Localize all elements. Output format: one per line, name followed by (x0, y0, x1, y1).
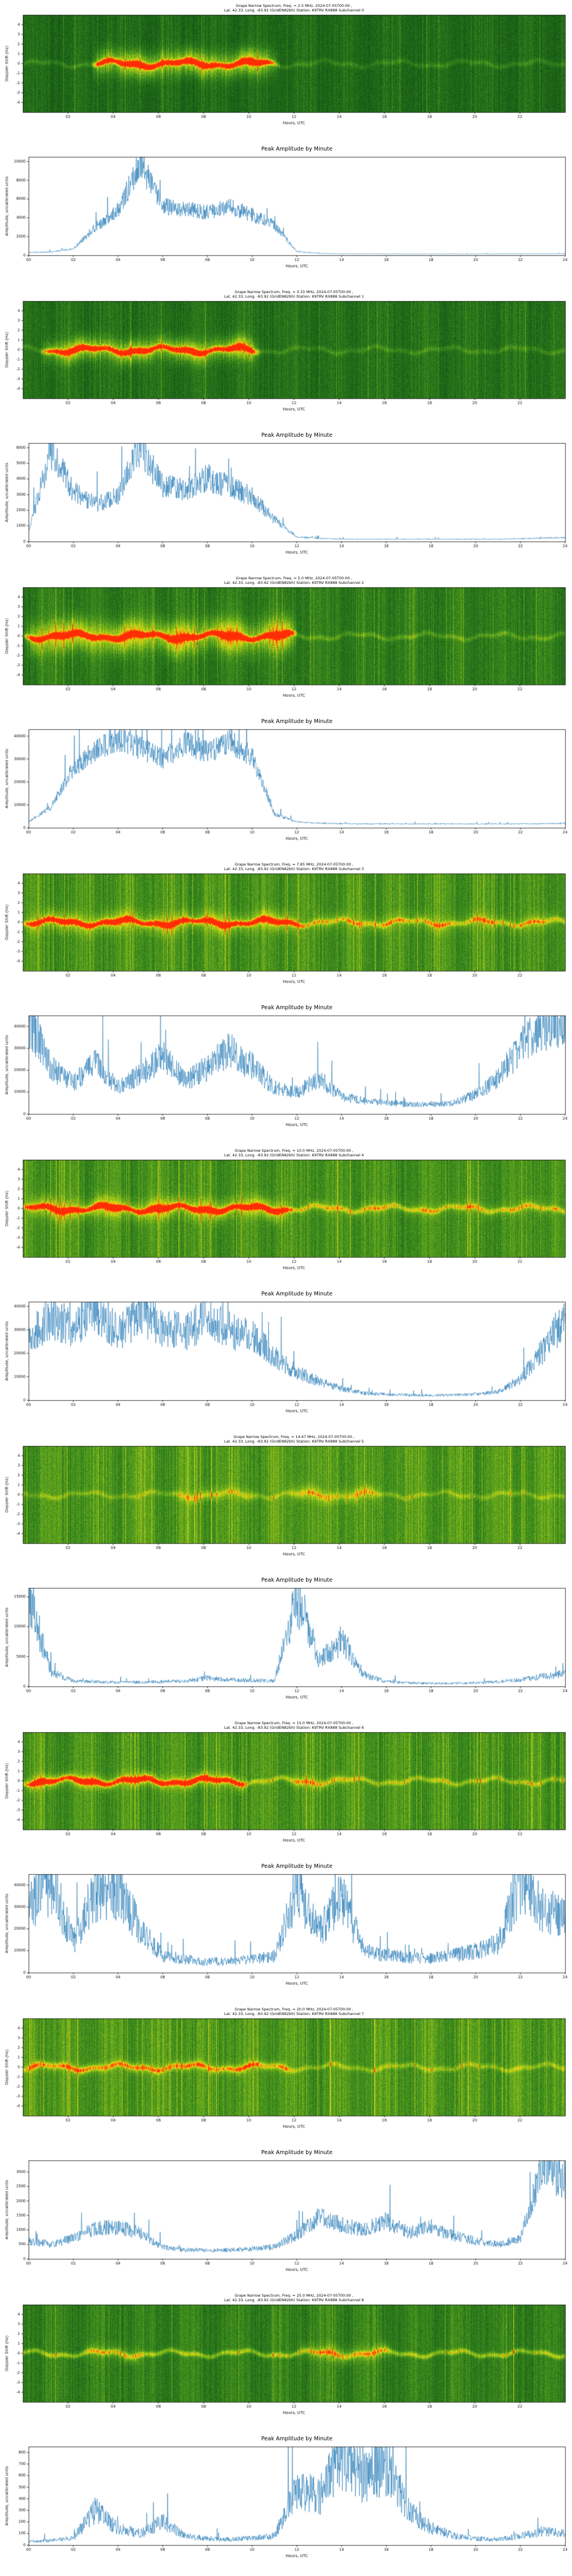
subchannel-section: Grape Narrow Spectrum, Freq. = 3.33 MHz,… (0, 286, 572, 572)
subchannel-section: Grape Narrow Spectrum, Freq. = 10.0 MHz,… (0, 1145, 572, 1431)
spectrogram-figure: Grape Narrow Spectrum, Freq. = 3.33 MHz,… (0, 286, 572, 429)
amplitude-chart-title: Peak Amplitude by Minute (261, 2150, 333, 2156)
amplitude-figure: Peak Amplitude by Minute (0, 1002, 572, 1145)
amplitude-canvas (0, 429, 572, 572)
spectrogram-canvas (0, 2004, 572, 2147)
spectrogram-title-line1: Grape Narrow Spectrum, Freq. = 20.0 MHz,… (235, 2007, 353, 2012)
subchannel-section: Grape Narrow Spectrum, Freq. = 2.5 MHz, … (0, 0, 572, 286)
amplitude-figure: Peak Amplitude by Minute (0, 429, 572, 572)
spectrogram-canvas (0, 572, 572, 716)
amplitude-chart-title: Peak Amplitude by Minute (261, 1291, 333, 1297)
subchannel-section: Grape Narrow Spectrum, Freq. = 20.0 MHz,… (0, 2004, 572, 2290)
spectrogram-title: Grape Narrow Spectrum, Freq. = 2.5 MHz, … (23, 3, 565, 13)
amplitude-canvas (0, 1288, 572, 1431)
amplitude-figure: Peak Amplitude by Minute (0, 1288, 572, 1431)
spectrogram-canvas (0, 1717, 572, 1860)
amplitude-chart-title: Peak Amplitude by Minute (261, 1577, 333, 1583)
spectrogram-title-line2: Lat. 42.33, Long. -83.92 (GridEN82bh) St… (224, 2012, 364, 2017)
amplitude-canvas (0, 2147, 572, 2290)
spectrogram-figure: Grape Narrow Spectrum, Freq. = 14.67 MHz… (0, 1431, 572, 1574)
amplitude-canvas (0, 1574, 572, 1717)
spectrogram-canvas (0, 2290, 572, 2433)
subchannel-section: Grape Narrow Spectrum, Freq. = 14.67 MHz… (0, 1431, 572, 1717)
spectrogram-title: Grape Narrow Spectrum, Freq. = 5.0 MHz, … (23, 576, 565, 586)
spectrogram-title-line1: Grape Narrow Spectrum, Freq. = 2.5 MHz, … (236, 3, 352, 8)
spectrogram-title-line2: Lat. 42.33, Long. -83.92 (GridEN82bh) St… (224, 1153, 364, 1158)
spectrogram-title-line1: Grape Narrow Spectrum, Freq. = 15.0 MHz,… (235, 1721, 353, 1725)
amplitude-canvas (0, 1002, 572, 1145)
spectrogram-title-line2: Lat. 42.33, Long. -83.92 (GridEN82bh) St… (224, 1725, 364, 1730)
subchannel-section: Grape Narrow Spectrum, Freq. = 7.85 MHz,… (0, 859, 572, 1145)
amplitude-figure: Peak Amplitude by Minute (0, 2147, 572, 2290)
spectrogram-title: Grape Narrow Spectrum, Freq. = 15.0 MHz,… (23, 1721, 565, 1730)
spectrogram-title-line2: Lat. 42.33, Long. -83.92 (GridEN82bh) St… (224, 8, 364, 13)
spectrogram-title-line1: Grape Narrow Spectrum, Freq. = 5.0 MHz, … (236, 576, 352, 580)
subchannel-section: Grape Narrow Spectrum, Freq. = 5.0 MHz, … (0, 572, 572, 859)
amplitude-chart-title: Peak Amplitude by Minute (261, 432, 333, 438)
spectrogram-title: Grape Narrow Spectrum, Freq. = 3.33 MHz,… (23, 290, 565, 299)
spectrogram-canvas (0, 1145, 572, 1288)
spectrogram-title-line2: Lat. 42.33, Long. -83.92 (GridEN82bh) St… (224, 580, 364, 586)
amplitude-canvas (0, 1860, 572, 2004)
spectrogram-title: Grape Narrow Spectrum, Freq. = 7.85 MHz,… (23, 862, 565, 872)
subchannel-section: Grape Narrow Spectrum, Freq. = 25.0 MHz,… (0, 2290, 572, 2576)
amplitude-canvas (0, 143, 572, 286)
amplitude-chart-title: Peak Amplitude by Minute (261, 146, 333, 152)
spectrogram-canvas (0, 859, 572, 1002)
spectrogram-canvas (0, 286, 572, 429)
spectrogram-figure: Grape Narrow Spectrum, Freq. = 25.0 MHz,… (0, 2290, 572, 2433)
amplitude-chart-title: Peak Amplitude by Minute (261, 1863, 333, 1870)
spectrogram-title: Grape Narrow Spectrum, Freq. = 20.0 MHz,… (23, 2007, 565, 2017)
spectrogram-title-line2: Lat. 42.33, Long. -83.92 (GridEN82bh) St… (224, 867, 364, 872)
subchannel-section: Grape Narrow Spectrum, Freq. = 15.0 MHz,… (0, 1717, 572, 2004)
spectrogram-figure: Grape Narrow Spectrum, Freq. = 2.5 MHz, … (0, 0, 572, 143)
spectrogram-title: Grape Narrow Spectrum, Freq. = 10.0 MHz,… (23, 1148, 565, 1158)
spectrogram-figure: Grape Narrow Spectrum, Freq. = 5.0 MHz, … (0, 572, 572, 716)
spectrogram-title-line2: Lat. 42.33, Long. -83.92 (GridEN82bh) St… (224, 1439, 364, 1444)
amplitude-canvas (0, 2433, 572, 2576)
amplitude-chart-title: Peak Amplitude by Minute (261, 2436, 333, 2442)
amplitude-figure: Peak Amplitude by Minute (0, 143, 572, 286)
spectrogram-title: Grape Narrow Spectrum, Freq. = 14.67 MHz… (23, 1435, 565, 1444)
amplitude-figure: Peak Amplitude by Minute (0, 2433, 572, 2576)
spectrogram-title-line1: Grape Narrow Spectrum, Freq. = 25.0 MHz,… (235, 2293, 353, 2298)
amplitude-figure: Peak Amplitude by Minute (0, 1574, 572, 1717)
spectrogram-figure: Grape Narrow Spectrum, Freq. = 15.0 MHz,… (0, 1717, 572, 1860)
amplitude-canvas (0, 716, 572, 859)
amplitude-figure: Peak Amplitude by Minute (0, 716, 572, 859)
spectrogram-figure: Grape Narrow Spectrum, Freq. = 10.0 MHz,… (0, 1145, 572, 1288)
spectrogram-figure: Grape Narrow Spectrum, Freq. = 7.85 MHz,… (0, 859, 572, 1002)
spectrogram-title-line1: Grape Narrow Spectrum, Freq. = 10.0 MHz,… (235, 1148, 353, 1153)
amplitude-chart-title: Peak Amplitude by Minute (261, 718, 333, 725)
spectrogram-title-line1: Grape Narrow Spectrum, Freq. = 14.67 MHz… (233, 1435, 355, 1439)
spectrogram-title-line1: Grape Narrow Spectrum, Freq. = 3.33 MHz,… (235, 290, 353, 294)
spectrogram-title: Grape Narrow Spectrum, Freq. = 25.0 MHz,… (23, 2293, 565, 2303)
spectrogram-title-line1: Grape Narrow Spectrum, Freq. = 7.85 MHz,… (235, 862, 353, 867)
amplitude-figure: Peak Amplitude by Minute (0, 1860, 572, 2004)
spectrogram-title-line2: Lat. 42.33, Long. -83.92 (GridEN82bh) St… (224, 2298, 364, 2303)
spectrogram-title-line2: Lat. 42.33, Long. -83.92 (GridEN82bh) St… (224, 294, 364, 299)
spectrogram-figure: Grape Narrow Spectrum, Freq. = 20.0 MHz,… (0, 2004, 572, 2147)
amplitude-chart-title: Peak Amplitude by Minute (261, 1005, 333, 1011)
spectrogram-canvas (0, 1431, 572, 1574)
spectrogram-canvas (0, 0, 572, 143)
